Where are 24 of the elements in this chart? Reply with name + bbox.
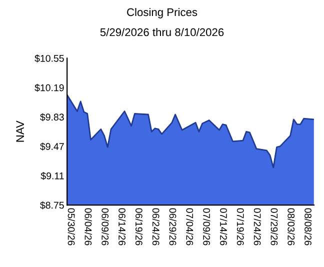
x-tick-label: 06/09/26 <box>102 208 109 246</box>
x-tick-label: 08/03/26 <box>288 208 295 246</box>
x-tick-label: 08/08/26 <box>304 208 312 246</box>
y-tick-label: $9.83 <box>40 113 64 122</box>
y-tick-label: $8.75 <box>40 201 64 210</box>
x-tick-label: 06/29/26 <box>169 208 176 246</box>
x-tick-label: 07/19/26 <box>236 208 244 246</box>
x-tick-label: 06/04/26 <box>84 208 92 246</box>
x-tick-label: 07/14/26 <box>220 208 228 246</box>
x-tick-label: 06/14/26 <box>118 208 126 246</box>
x-tick-label: 06/19/26 <box>135 208 143 246</box>
chart-title: Closing Prices <box>127 8 198 18</box>
x-tick-label: 07/04/26 <box>186 208 194 246</box>
y-tick-label: $9.11 <box>40 172 64 180</box>
x-tick-label: 07/24/26 <box>254 208 261 246</box>
y-axis-title: NAV <box>16 120 24 142</box>
x-tick-label: 05/30/26 <box>68 208 75 246</box>
chart-subtitle: 5/29/2026 thru 8/10/2026 <box>100 28 224 36</box>
x-tick-label: 07/09/26 <box>203 208 210 246</box>
x-tick-label: 07/29/26 <box>270 208 278 246</box>
x-tick-label: 06/24/26 <box>152 208 160 246</box>
y-tick-label: $10.55 <box>34 54 64 62</box>
y-tick-label: $9.47 <box>40 142 64 151</box>
y-tick-label: $10.19 <box>34 84 64 92</box>
